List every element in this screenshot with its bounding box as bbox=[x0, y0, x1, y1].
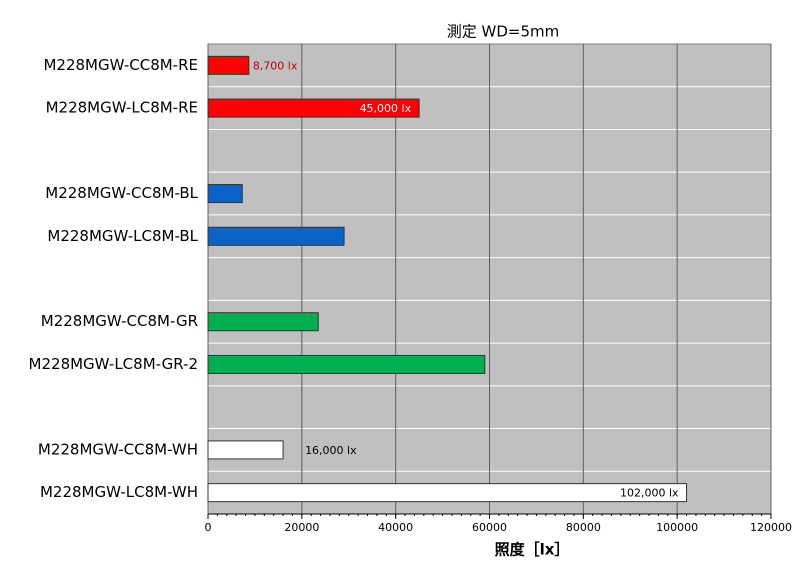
value-label: 8,700 lx bbox=[253, 59, 298, 72]
bar bbox=[207, 184, 243, 204]
y-tick-label: M228MGW-CC8M-GR bbox=[41, 312, 198, 330]
x-tick-label: 20000 bbox=[284, 521, 319, 534]
value-label: 16,000 lx bbox=[305, 444, 357, 457]
bar bbox=[207, 312, 319, 332]
y-tick-label: M228MGW-CC8M-WH bbox=[38, 440, 198, 458]
value-label: 45,000 lx bbox=[360, 102, 412, 115]
y-tick-label: M228MGW-LC8M-WH bbox=[40, 483, 198, 501]
y-tick-label: M228MGW-LC8M-GR-2 bbox=[29, 355, 198, 373]
x-tick-label: 60000 bbox=[472, 521, 507, 534]
bar bbox=[207, 98, 420, 118]
x-tick-label: 0 bbox=[205, 521, 212, 534]
bar bbox=[207, 440, 284, 460]
bar bbox=[207, 483, 688, 503]
x-tick-label: 100000 bbox=[656, 521, 698, 534]
y-tick-label: M228MGW-LC8M-RE bbox=[46, 99, 198, 117]
bar bbox=[207, 226, 345, 246]
x-tick-label: 40000 bbox=[378, 521, 413, 534]
y-tick-label: M228MGW-CC8M-RE bbox=[43, 56, 198, 74]
x-tick-label: 120000 bbox=[750, 521, 792, 534]
value-label: 102,000 lx bbox=[620, 487, 679, 500]
chart-title: 測定 WD=5mm bbox=[447, 23, 560, 41]
x-axis-label: 照度［lx］ bbox=[495, 541, 570, 559]
y-tick-label: M228MGW-CC8M-BL bbox=[45, 184, 198, 202]
y-tick-label: M228MGW-LC8M-BL bbox=[47, 227, 198, 245]
bar bbox=[207, 55, 250, 75]
x-tick-label: 80000 bbox=[566, 521, 601, 534]
bar bbox=[207, 354, 486, 374]
